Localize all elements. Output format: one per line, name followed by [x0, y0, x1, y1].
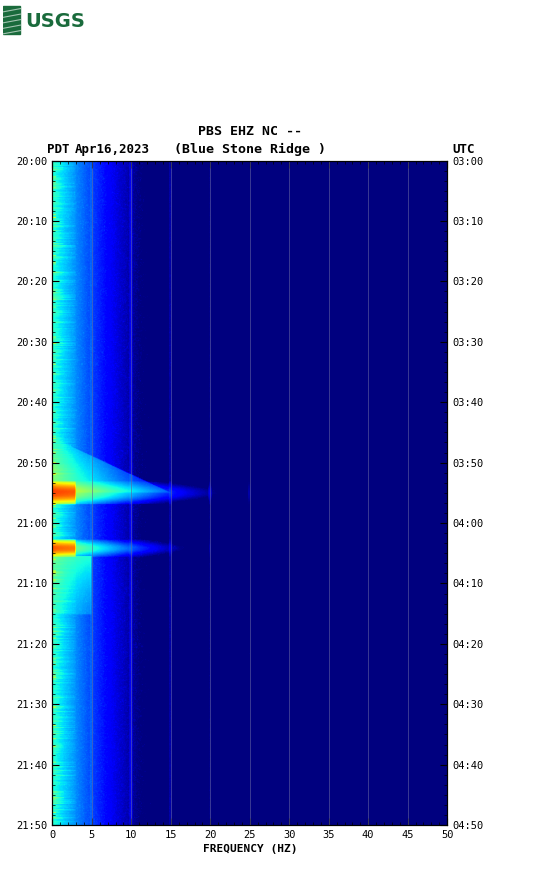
Text: UTC: UTC: [453, 143, 475, 156]
Text: Apr16,2023: Apr16,2023: [75, 143, 150, 156]
Bar: [3, 6, 20, 34]
Text: PDT: PDT: [47, 143, 70, 156]
Text: PBS EHZ NC --: PBS EHZ NC --: [198, 125, 302, 138]
Text: (Blue Stone Ridge ): (Blue Stone Ridge ): [174, 143, 326, 156]
X-axis label: FREQUENCY (HZ): FREQUENCY (HZ): [203, 844, 297, 855]
Text: USGS: USGS: [25, 12, 84, 31]
